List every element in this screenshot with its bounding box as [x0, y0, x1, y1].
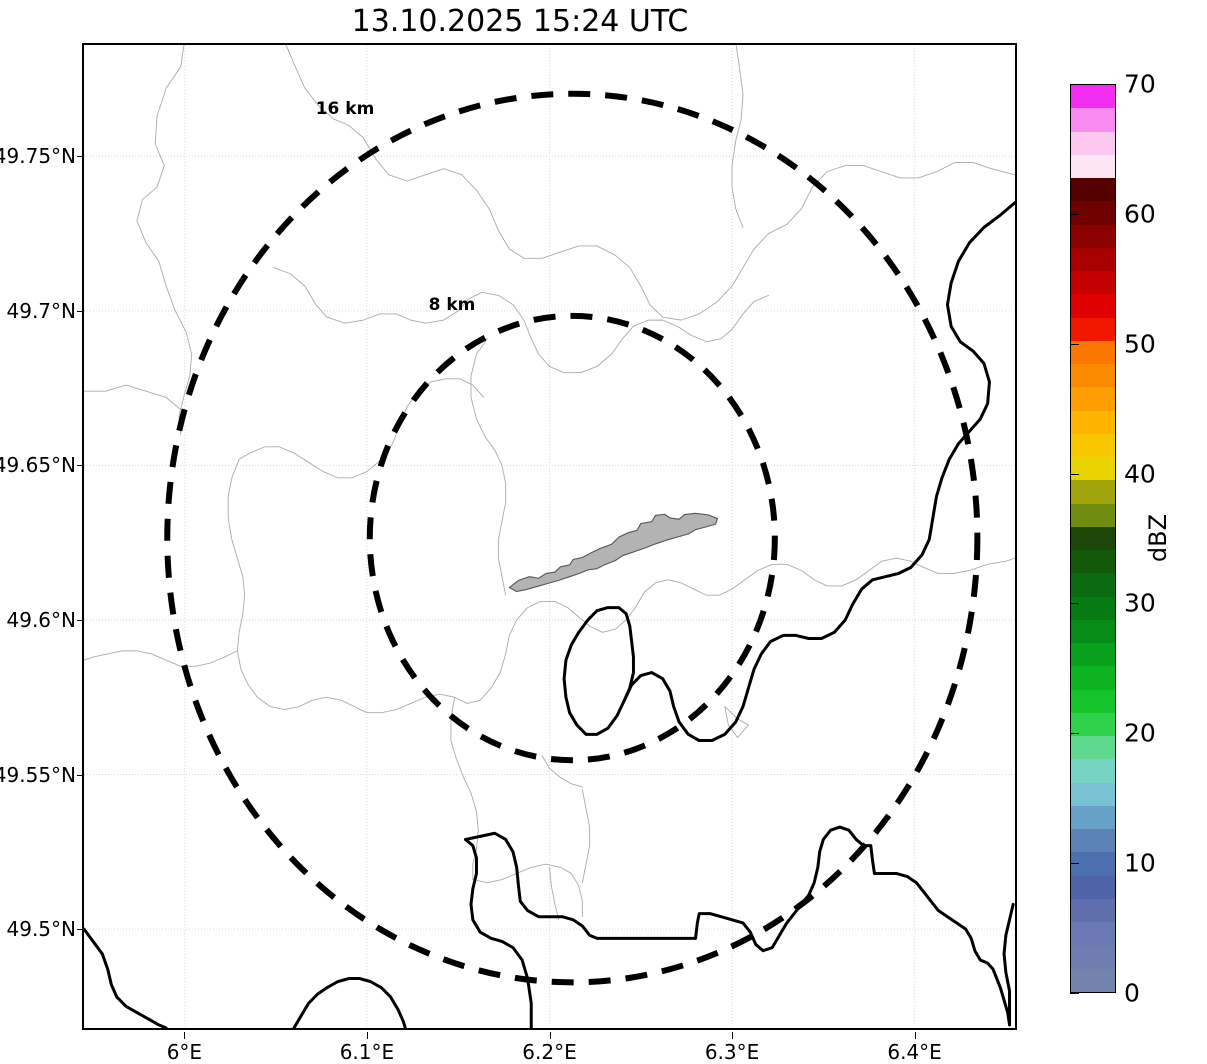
- y-tick-mark: [77, 465, 84, 467]
- x-tick-label: 6.2°E: [522, 1040, 577, 1064]
- y-tick-label: 49.5°N: [6, 917, 77, 942]
- luxembourg-city-polygon: [508, 512, 718, 593]
- colorbar-band: [1071, 294, 1115, 318]
- colorbar-band: [1071, 782, 1115, 806]
- colorbar-band: [1071, 898, 1115, 922]
- range-ring-16km: [164, 90, 981, 986]
- colorbar-tick-mark: [1070, 473, 1079, 475]
- grid-lines: [84, 45, 1015, 1028]
- colorbar-band: [1071, 736, 1115, 760]
- colorbar-tick-mark: [1070, 343, 1079, 345]
- map-svg: [84, 45, 1015, 1028]
- range-ring-label-8km: 8 km: [428, 295, 476, 315]
- x-tick-mark: [184, 1032, 186, 1039]
- colorbar-band: [1071, 433, 1115, 457]
- colorbar-band: [1071, 922, 1115, 946]
- colorbar-band: [1071, 526, 1115, 550]
- y-tick-mark: [77, 156, 84, 158]
- y-tick-mark: [77, 774, 84, 776]
- colorbar-tick-label: 10: [1124, 848, 1156, 878]
- y-tick-label: 49.7°N: [6, 298, 77, 323]
- colorbar-band: [1071, 85, 1115, 109]
- colorbar-band: [1071, 759, 1115, 783]
- colorbar-band: [1071, 666, 1115, 690]
- colorbar-tick-mark: [1070, 993, 1079, 994]
- colorbar-band: [1071, 410, 1115, 434]
- x-tick-label: 6°E: [166, 1040, 203, 1064]
- y-tick-mark: [77, 619, 84, 621]
- colorbar-band: [1071, 712, 1115, 736]
- colorbar-band: [1071, 689, 1115, 713]
- colorbar-band: [1071, 480, 1115, 504]
- colorbar-tick-label: 40: [1124, 459, 1156, 489]
- colorbar-tick-label: 0: [1124, 978, 1140, 1008]
- colorbar-band: [1071, 387, 1115, 411]
- colorbar-band: [1071, 178, 1115, 202]
- y-tick-label: 49.6°N: [6, 607, 77, 632]
- range-rings: [164, 90, 981, 986]
- range-ring-8km: [366, 312, 778, 764]
- y-tick-label: 49.55°N: [0, 762, 76, 787]
- x-tick-mark: [549, 1032, 551, 1039]
- colorbar: [1070, 84, 1116, 993]
- colorbar-band: [1071, 968, 1115, 992]
- map-axes: 49.75°N 49.7°N 49.65°N 49.6°N 49.55°N 49.5°N …: [0, 43, 1017, 1064]
- colorbar-tick-mark: [1070, 84, 1079, 85]
- colorbar-band: [1071, 108, 1115, 132]
- colorbar-band: [1071, 550, 1115, 574]
- colorbar-band: [1071, 805, 1115, 829]
- geography-layer: [84, 45, 1015, 1028]
- colorbar-band: [1071, 852, 1115, 876]
- colorbar-band: [1071, 596, 1115, 620]
- colorbar-band: [1071, 945, 1115, 969]
- colorbar-band: [1071, 201, 1115, 225]
- colorbar-tick-label: 20: [1124, 718, 1156, 748]
- colorbar-band: [1071, 317, 1115, 341]
- colorbar-tick-label: 60: [1124, 199, 1156, 229]
- x-tick-mark: [366, 1032, 368, 1039]
- y-tick-mark: [77, 929, 84, 931]
- x-tick-mark: [732, 1032, 734, 1039]
- colorbar-band: [1071, 503, 1115, 527]
- colorbar-band: [1071, 271, 1115, 295]
- colorbar-band: [1071, 829, 1115, 853]
- colorbar-band: [1071, 875, 1115, 899]
- range-ring-label-16km: 16 km: [315, 99, 375, 119]
- page-title: 13.10.2025 15:24 UTC: [351, 4, 689, 39]
- colorbar-band: [1071, 457, 1115, 481]
- colorbar-band: [1071, 340, 1115, 364]
- colorbar-tick-mark: [1070, 733, 1079, 735]
- y-tick-label: 49.75°N: [0, 144, 76, 169]
- y-tick-label: 49.65°N: [0, 453, 76, 478]
- colorbar-tick-label: 50: [1124, 329, 1156, 359]
- colorbar-tick-label: 30: [1124, 588, 1156, 618]
- colorbar-band: [1071, 247, 1115, 271]
- colorbar-band: [1071, 154, 1115, 178]
- x-tick-label: 6.4°E: [887, 1040, 942, 1064]
- x-tick-label: 6.1°E: [339, 1040, 395, 1064]
- colorbar-tick-label: 70: [1124, 69, 1156, 99]
- colorbar-band: [1071, 131, 1115, 155]
- colorbar-axis-label: dBZ: [1144, 513, 1172, 563]
- colorbar-band: [1071, 364, 1115, 388]
- colorbar-tick-mark: [1070, 603, 1079, 605]
- colorbar-band: [1071, 643, 1115, 667]
- colorbar-band: [1071, 573, 1115, 597]
- colorbar-band: [1071, 224, 1115, 248]
- colorbar-band: [1071, 619, 1115, 643]
- x-tick-mark: [914, 1032, 916, 1039]
- map-canvas: [84, 45, 1015, 1028]
- x-tick-label: 6.3°E: [704, 1040, 760, 1064]
- colorbar-tick-mark: [1070, 863, 1079, 865]
- colorbar-tick-mark: [1070, 213, 1079, 215]
- y-tick-mark: [77, 310, 84, 312]
